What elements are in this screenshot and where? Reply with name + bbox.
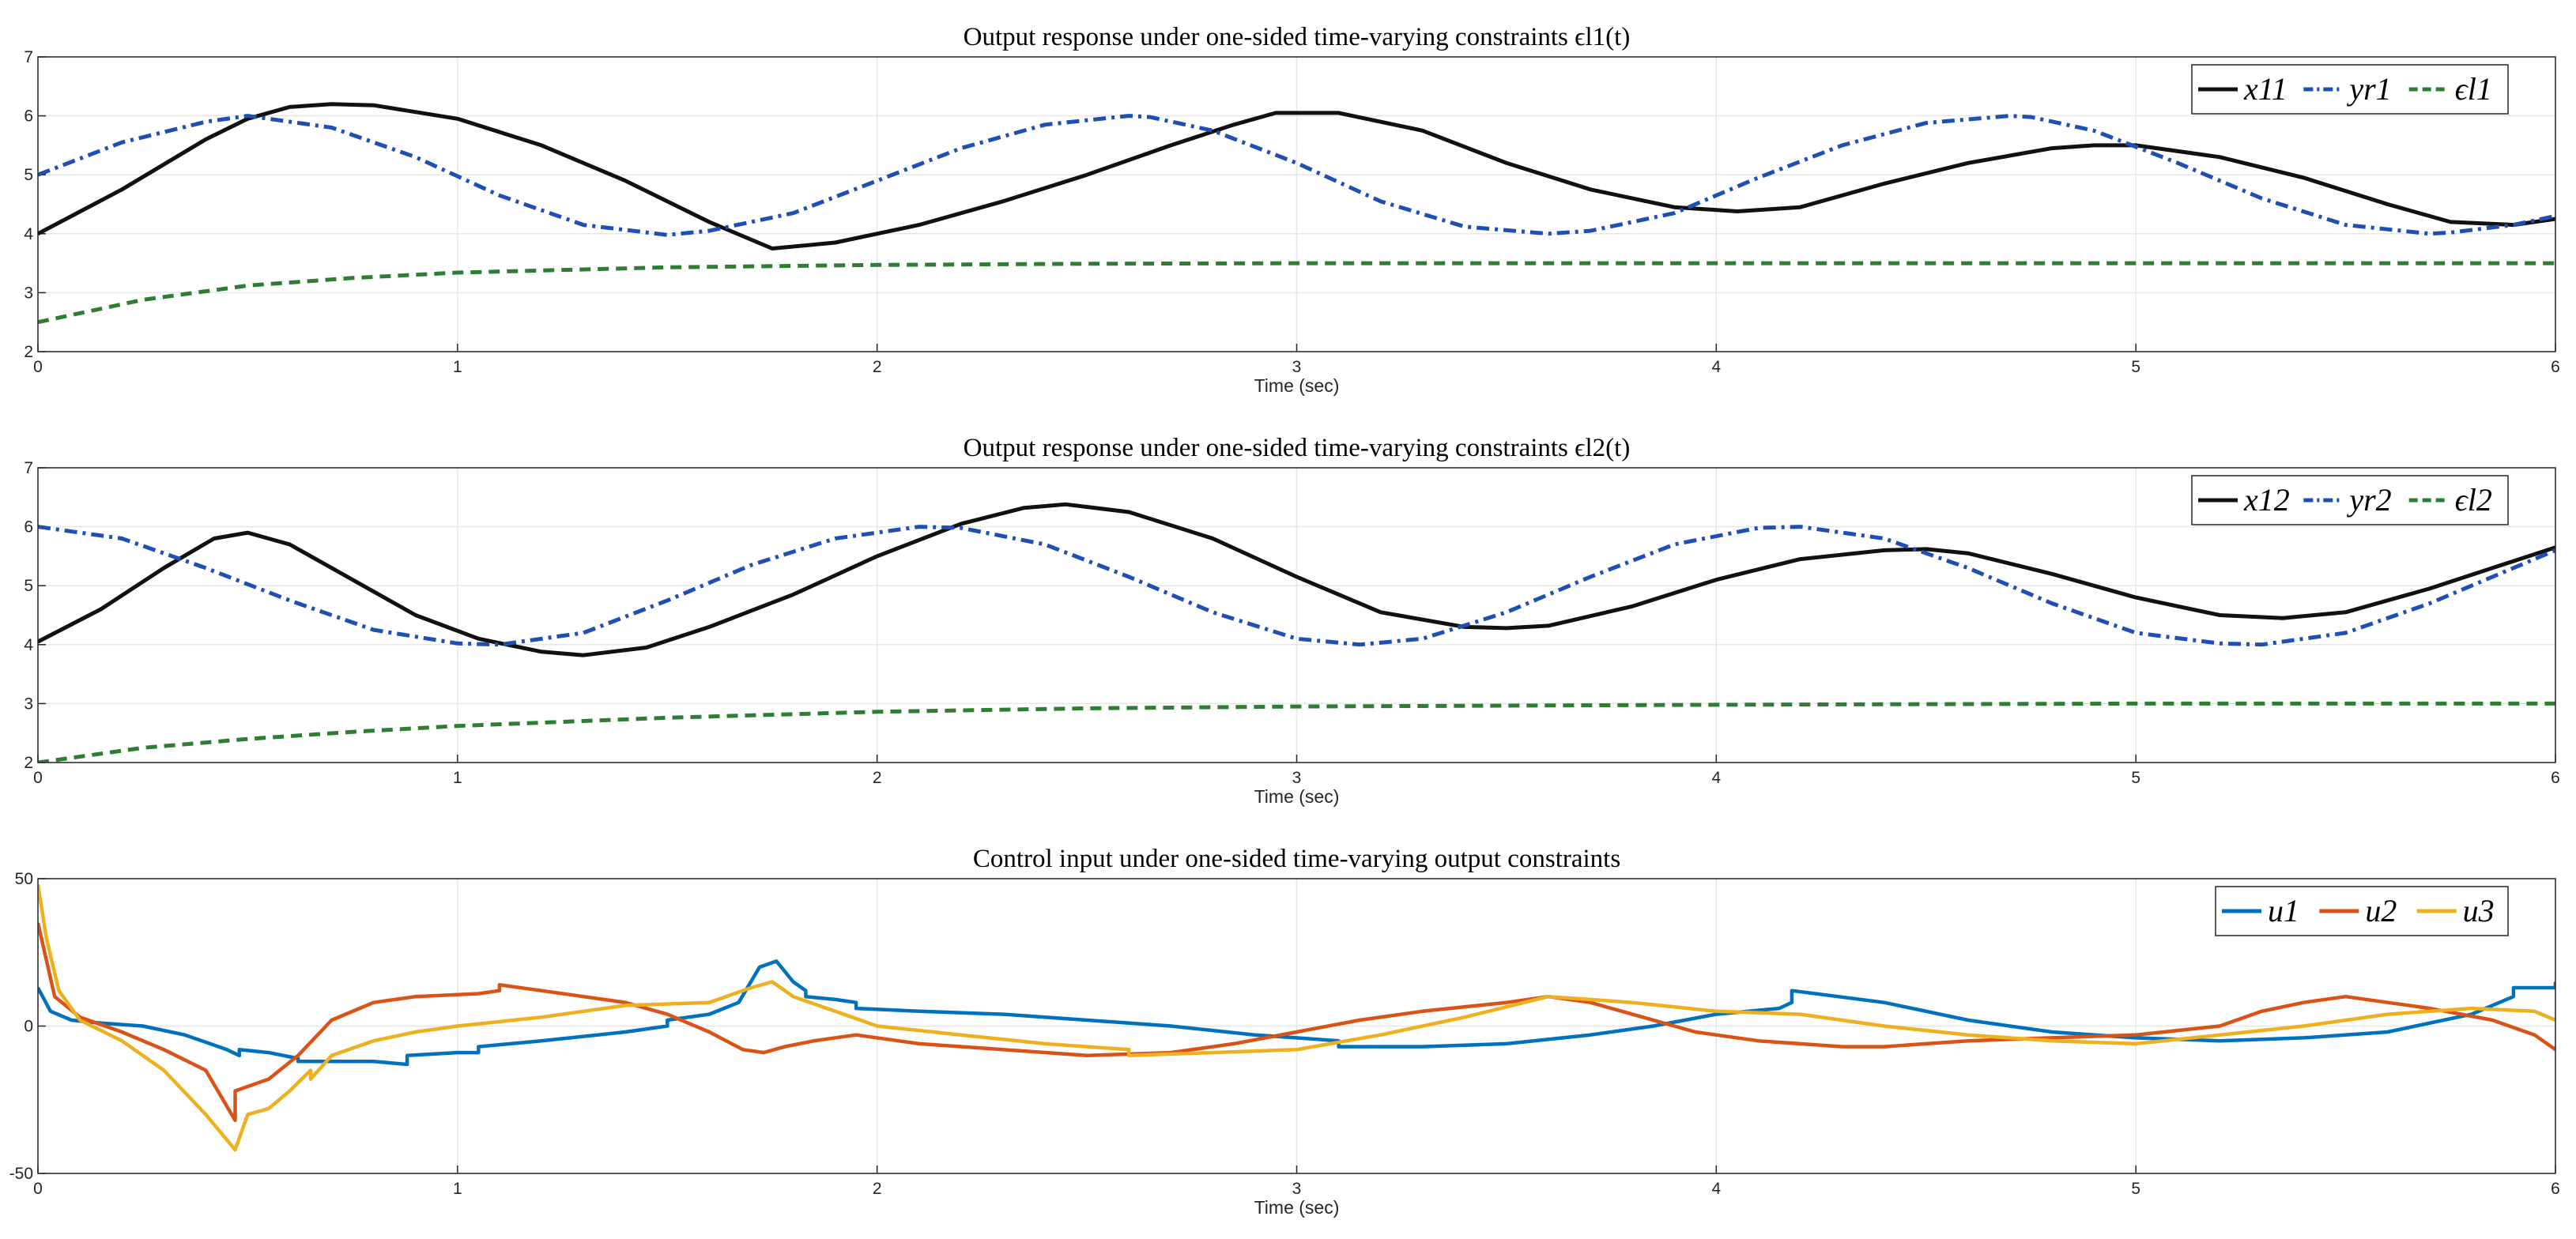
- series-line-ϵl2: [38, 701, 2555, 763]
- series-line-u3: [38, 884, 2555, 1152]
- x-axis-label: Time (sec): [1254, 786, 1340, 807]
- x-tick-label: 3: [1292, 1180, 1302, 1198]
- x-tick-label: 2: [873, 1180, 882, 1198]
- series-line-ϵl1: [38, 261, 2555, 325]
- y-tick-label: 4: [24, 225, 33, 243]
- chart-title: Output response under one-sided time-var…: [964, 434, 1631, 462]
- subplot-x11: 0 1 2 3 4 5 6 2 3 4 5 6 7 Output response under one-s…: [24, 23, 2560, 396]
- x-tick-label: 6: [2551, 1180, 2560, 1198]
- series-line-u2: [38, 922, 2555, 1123]
- y-tick-label: 6: [24, 107, 33, 126]
- x-tick-label: 5: [2131, 358, 2140, 376]
- x-tick-label: 6: [2551, 769, 2560, 787]
- x-tick-label: 0: [33, 1180, 43, 1198]
- series-line-yr2: [38, 525, 2555, 647]
- y-tick-label: 2: [24, 343, 33, 361]
- legend-label: u3: [2463, 893, 2495, 928]
- y-tick-label: 5: [24, 577, 33, 595]
- subplot-x12: 0 1 2 3 4 5 6 2 3 4 5 6 7 Output response under one-s…: [24, 434, 2560, 807]
- series-group: [38, 502, 2555, 763]
- y-tick-label: 2: [24, 754, 33, 772]
- y-tick-label: 3: [24, 695, 33, 713]
- x-tick-label: 2: [873, 769, 882, 787]
- chart-title: Output response under one-sided time-var…: [964, 23, 1631, 51]
- legend-label: u1: [2268, 893, 2299, 928]
- y-tick-label: 6: [24, 518, 33, 537]
- x-tick-label: 1: [453, 358, 462, 376]
- x-tick-label: 5: [2131, 769, 2140, 787]
- legend-box: [2191, 475, 2509, 525]
- y-tick-label: 50: [15, 870, 33, 888]
- x-tick-label: 1: [453, 1180, 462, 1198]
- legend-label: yr2: [2346, 482, 2391, 518]
- series-line-x12: [38, 502, 2555, 657]
- legend-label: x12: [2243, 482, 2290, 518]
- x-tick-label: 0: [33, 769, 43, 787]
- x-tick-label: 5: [2131, 1180, 2140, 1198]
- chart-title: Control input under one-sided time-varyi…: [973, 845, 1620, 873]
- y-tick-label: 3: [24, 284, 33, 302]
- legend-box: [2215, 886, 2509, 936]
- x-tick-label: 4: [1711, 358, 1721, 376]
- legend-label: ϵl1: [2455, 71, 2492, 107]
- y-tick-label: 5: [24, 166, 33, 184]
- axes-box: [37, 467, 2556, 763]
- legend: u1 u2 u3: [2215, 886, 2509, 936]
- y-tick-label: 4: [24, 636, 33, 654]
- y-tick-label: 7: [24, 459, 33, 477]
- y-tick-label: 0: [24, 1018, 33, 1036]
- series-group: [38, 884, 2555, 1152]
- y-tick-label: 7: [24, 48, 33, 66]
- legend: x11 yr1 ϵl1: [2191, 64, 2509, 115]
- legend: x12 yr2 ϵl2: [2191, 475, 2509, 525]
- x-tick-label: 1: [453, 769, 462, 787]
- y-tick-label: -50: [9, 1165, 33, 1183]
- series-group: [38, 102, 2555, 325]
- x-axis-label: Time (sec): [1254, 1197, 1340, 1218]
- x-tick-label: 0: [33, 358, 43, 376]
- x-tick-label: 3: [1292, 358, 1302, 376]
- legend-label: x11: [2243, 71, 2287, 107]
- legend-box: [2191, 64, 2509, 115]
- axes-box: [37, 56, 2556, 352]
- axes-box: [37, 878, 2556, 1174]
- x-tick-label: 6: [2551, 358, 2560, 376]
- legend-label: ϵl2: [2455, 482, 2492, 518]
- x-tick-label: 4: [1711, 1180, 1721, 1198]
- series-line-yr1: [38, 114, 2555, 237]
- x-tick-label: 3: [1292, 769, 1302, 787]
- legend-label: yr1: [2346, 71, 2391, 107]
- x-tick-label: 4: [1711, 769, 1721, 787]
- x-axis-label: Time (sec): [1254, 375, 1340, 396]
- legend-label: u2: [2365, 893, 2397, 928]
- x-tick-label: 2: [873, 358, 882, 376]
